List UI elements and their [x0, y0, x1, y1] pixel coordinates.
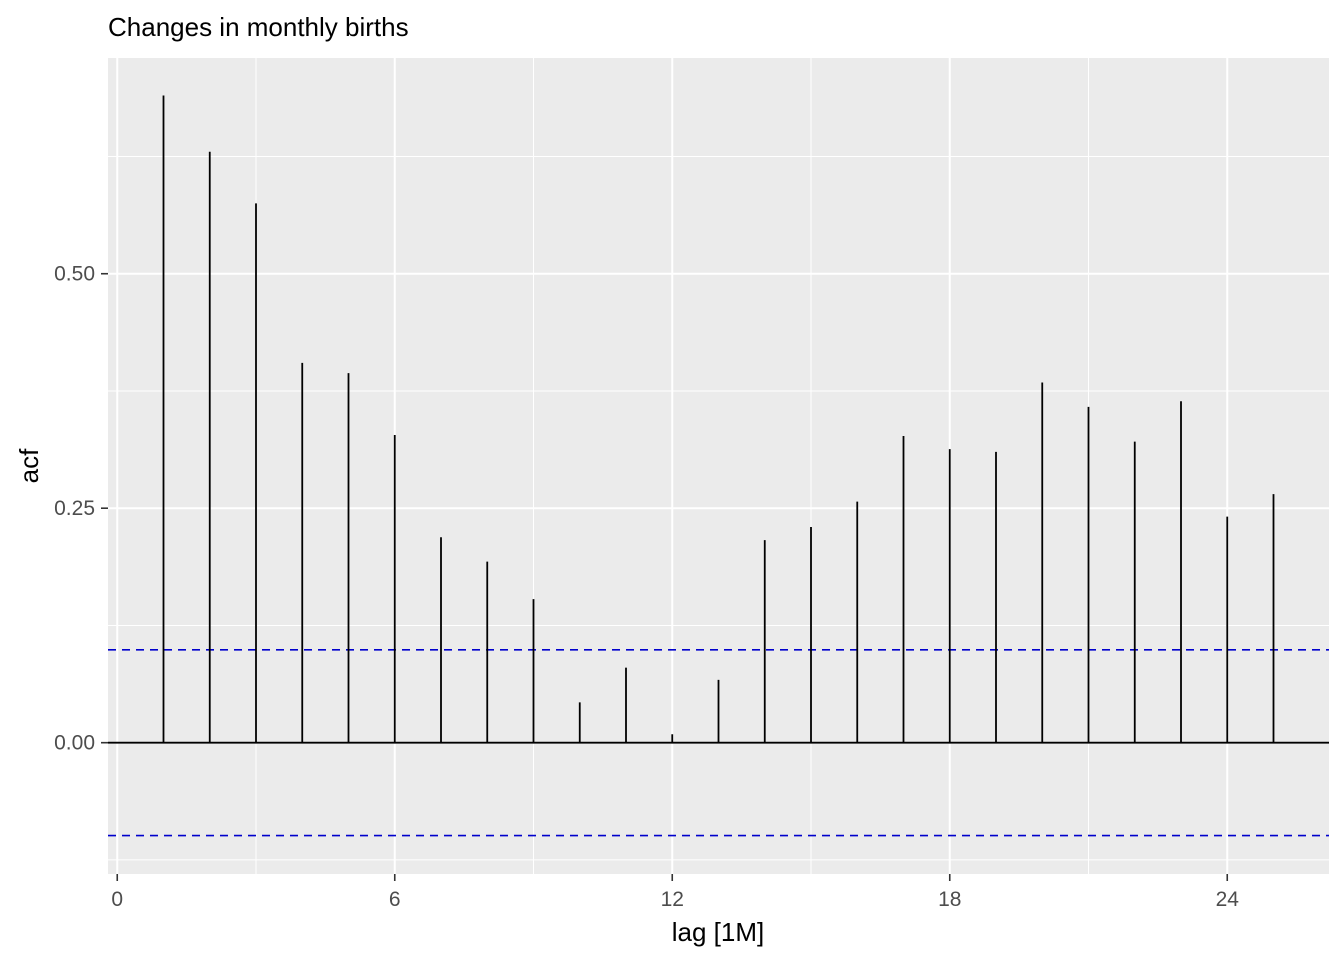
chart-title: Changes in monthly births	[108, 12, 409, 42]
x-tick-label: 18	[938, 888, 961, 911]
x-tick-label: 0	[111, 888, 123, 911]
x-tick-label: 6	[389, 888, 401, 911]
y-tick-label: 0.25	[54, 497, 95, 520]
x-tick-label: 24	[1216, 888, 1240, 911]
y-tick-label: 0.00	[54, 732, 95, 755]
x-tick-label: 12	[661, 888, 684, 911]
x-axis-ticks: 0 6 12 18 24	[111, 874, 1239, 911]
y-tick-label: 0.50	[54, 263, 95, 286]
y-axis-title: acf	[14, 448, 44, 483]
confidence-bounds	[108, 649, 1329, 837]
acf-bars	[162, 95, 1275, 743]
minor-gridlines	[108, 58, 1329, 874]
x-axis-title: lag [1M]	[672, 917, 765, 947]
plot-panel	[108, 58, 1329, 874]
y-axis-ticks: 0.00 0.25 0.50	[54, 263, 108, 755]
